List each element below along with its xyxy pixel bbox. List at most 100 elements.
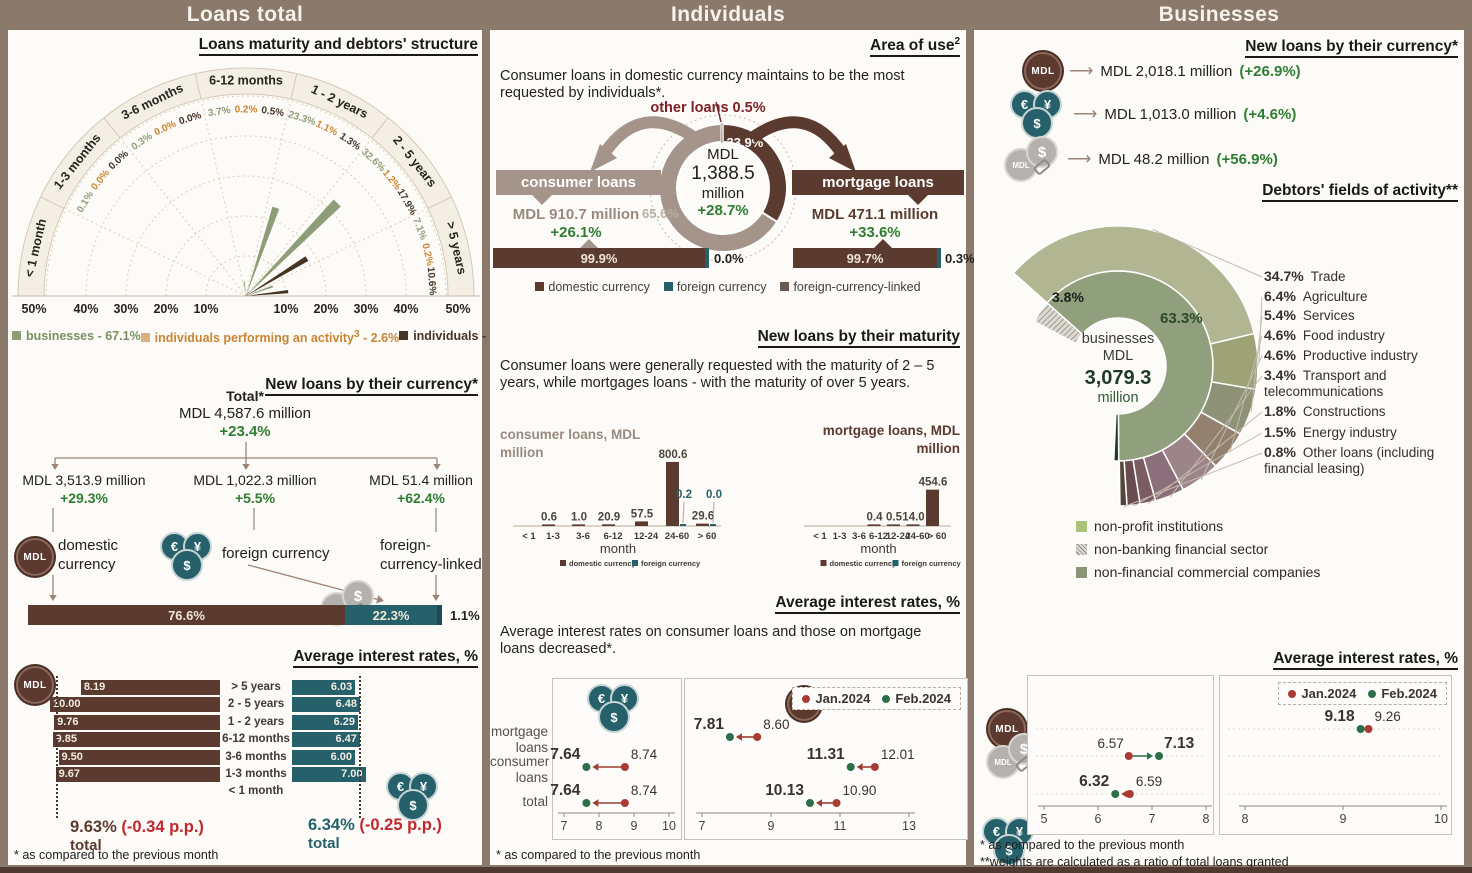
svg-text:57.5: 57.5 [631, 508, 654, 520]
svg-text:0.4: 0.4 [867, 511, 884, 523]
svg-text:foreign currency: foreign currency [902, 559, 962, 568]
row-label-mortgage: mortgage loans [490, 724, 548, 755]
maturity-heading: New loans by their maturity [757, 328, 960, 348]
ring-legend-nonbanking: non-banking financial sector [1076, 541, 1268, 557]
legend-businesses: businesses - 67.1% [12, 329, 141, 345]
inner-main-pct: 63.3% [1160, 310, 1203, 327]
svg-text:800.6: 800.6 [659, 449, 688, 461]
svg-text:0.0%: 0.0% [89, 168, 112, 193]
mortgage-loans-banner: mortgage loans [792, 170, 964, 195]
svg-text:3.7%: 3.7% [207, 105, 231, 119]
month-legend: Jan.2024 Feb.2024 [792, 687, 961, 710]
svg-text:10%: 10% [273, 302, 298, 316]
svg-text:5: 5 [1041, 812, 1048, 826]
biz-currency-row-linked: MDL $ ⟶ MDL 48.2 million (+56.9%) [1004, 136, 1278, 182]
field-label: 3.4% Transport and telecommunications [1264, 367, 1387, 399]
svg-text:10: 10 [662, 819, 676, 833]
svg-text:50%: 50% [21, 302, 46, 316]
svg-text:0.2: 0.2 [676, 489, 692, 501]
mdl-total-guide [56, 676, 58, 818]
rates-heading-individuals: Average interest rates, % [775, 594, 960, 614]
svg-text:6.59: 6.59 [1136, 774, 1162, 789]
donut-center-text: MDL 1,388.5 million +28.7% [691, 146, 755, 220]
svg-text:1.3%: 1.3% [337, 131, 362, 153]
svg-text:9.26: 9.26 [1374, 709, 1400, 724]
svg-text:8: 8 [1242, 812, 1249, 826]
footnote-1: * as compared to the previous month [980, 838, 1185, 852]
share-linked [437, 605, 442, 625]
svg-text:0.0%: 0.0% [153, 119, 178, 139]
mortgage-maturity-chart: < 1 1-3 3-60.4 6-12 0.5 12-24 14.0 24-60 454.6 > … [804, 477, 962, 568]
svg-text:1-3: 1-3 [546, 531, 560, 542]
foreign-coins-icon: € ¥ $ [1010, 90, 1066, 139]
maturity-category: 2 - 5 years [227, 698, 285, 711]
bottom-strip [0, 867, 1472, 873]
svg-text:0.2%: 0.2% [235, 105, 258, 116]
svg-text:0.3%: 0.3% [130, 131, 155, 153]
consumer-value: MDL 910.7 million [512, 206, 640, 223]
consumer-foreign-label: 0.0% [714, 251, 744, 266]
svg-text:8.60: 8.60 [763, 717, 789, 732]
mdl-rate-bar: 9.85 [52, 732, 220, 748]
panel-individuals: Area of use2 Consumer loans in domestic … [490, 30, 975, 865]
fx-rate-bar: 6.47 [292, 732, 360, 748]
maturity-category: 3-6 months [225, 750, 287, 763]
field-label: 0.8% Other loans (including financial lea… [1264, 444, 1435, 476]
row-label-total: total [522, 794, 548, 809]
fx-rates-box: € ¥ $ 7 8 9 10 7.64 8.74 7.64 8.74 [550, 678, 682, 840]
consumer-bar-notch [580, 239, 598, 248]
field-label: 6.4% Agriculture [1264, 288, 1368, 304]
mdl-rate-bar: 8.19 [80, 680, 220, 695]
fx-rate-bar: 6.00 [292, 749, 355, 765]
currency-legend: domestic currency foreign currency forei… [490, 280, 966, 294]
biz-currency-row-foreign: € ¥ $ ⟶ MDL 1,013.0 million (+4.6%) [1010, 90, 1296, 139]
svg-text:12.01: 12.01 [881, 747, 915, 762]
total-change: +23.4% [219, 423, 271, 440]
total-value: MDL 4,587.6 million [178, 405, 311, 422]
svg-text:domestic currency: domestic currency [830, 559, 898, 568]
svg-text:10%: 10% [193, 302, 218, 316]
fx-rate-bar: 7.00 [292, 767, 366, 782]
svg-text:40%: 40% [393, 302, 418, 316]
maturity-category: < 1 month [228, 785, 284, 798]
svg-text:< 1: < 1 [522, 531, 536, 542]
branch-linked-change: +62.4% [397, 490, 445, 506]
mdl-rate-bar: 9.67 [55, 767, 220, 782]
svg-text:13: 13 [902, 819, 916, 833]
mdl-rate-bar: 10.00 [50, 697, 220, 713]
maturity-category: > 5 years [231, 681, 281, 693]
svg-text:6-12: 6-12 [869, 531, 888, 542]
fx-total-guide [359, 676, 361, 818]
ring-legend-nonfinancial: non-financial commercial companies [1076, 564, 1320, 580]
fx-rate-bar: 6.03 [292, 680, 356, 695]
rates-text: Average interest rates on consumer loans… [500, 624, 922, 657]
rates-heading-total: Average interest rates, % [293, 648, 478, 668]
svg-text:0.2%: 0.2% [419, 242, 435, 267]
footnote: * as compared to the previous month [496, 848, 701, 862]
area-intro-text: Consumer loans in domestic currency main… [500, 68, 905, 101]
biz-currency-row-domestic: MDL ⟶ MDL 2,018.1 million (+26.9%) [1024, 52, 1301, 90]
share-domestic: 76.6% [28, 605, 345, 625]
svg-text:10.90: 10.90 [843, 783, 877, 798]
svg-text:65.6%: 65.6% [642, 206, 679, 221]
svg-text:7.64: 7.64 [550, 746, 581, 763]
svg-text:> 60: > 60 [698, 531, 717, 542]
svg-text:6: 6 [1095, 812, 1102, 826]
foreign-coins-icon: € ¥ $ [587, 684, 643, 733]
svg-text:9.18: 9.18 [1324, 708, 1355, 725]
legend-linked: foreign-currency-linked [780, 280, 921, 294]
right-arrow-icon: ⟶ [1067, 149, 1092, 168]
branch-foreign-label: foreign currency [222, 545, 330, 562]
svg-text:17.9%: 17.9% [395, 187, 419, 217]
branch-foreign-value: MDL 1,022.3 million [193, 472, 317, 488]
total-label: Total* [226, 388, 264, 404]
mortgage-bar-notch [874, 239, 892, 248]
row-label-consumer: consumer loans [490, 754, 550, 785]
maturity-category: 6-12 months [222, 733, 290, 746]
svg-text:14.0: 14.0 [902, 511, 924, 523]
biz-rates-right-dumbbell: 8 9 10 9.18 9.26 [1228, 708, 1448, 826]
linked-coins-icon: MDL$ [1004, 136, 1060, 182]
column-title-loans-total: Loans total [186, 3, 304, 26]
svg-text:month: month [860, 541, 896, 556]
svg-text:0.6: 0.6 [541, 511, 557, 523]
